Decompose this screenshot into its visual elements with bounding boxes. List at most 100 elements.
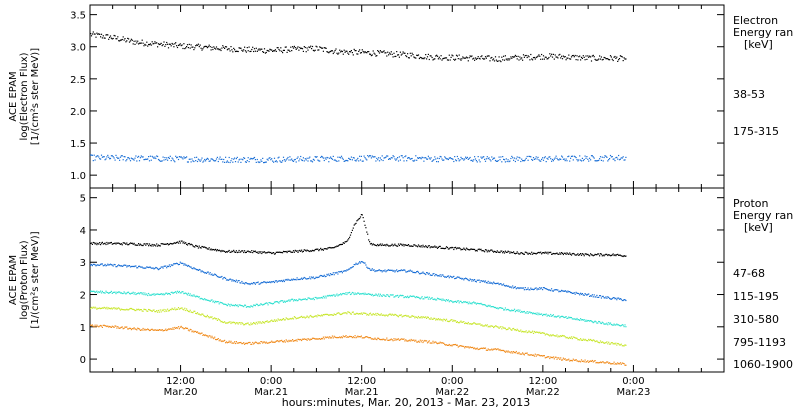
x-tick-time-label: 0:00	[441, 376, 463, 387]
data-point	[186, 156, 188, 158]
data-point	[211, 299, 213, 301]
data-point	[332, 294, 334, 296]
data-point	[557, 357, 559, 359]
data-point	[224, 339, 226, 341]
data-point	[516, 251, 518, 253]
data-point	[340, 155, 343, 157]
data-point	[174, 326, 176, 329]
data-point	[383, 244, 385, 246]
data-point	[306, 339, 308, 341]
data-point	[479, 303, 481, 305]
data-point	[432, 298, 434, 300]
data-point	[236, 304, 238, 306]
data-point	[326, 295, 328, 297]
data-point	[474, 156, 476, 158]
data-point	[159, 329, 161, 331]
data-point	[527, 312, 529, 314]
data-point	[543, 355, 545, 357]
data-point	[497, 308, 499, 310]
data-point	[153, 42, 155, 45]
data-point	[398, 156, 400, 158]
data-point	[154, 244, 156, 246]
y-axis-label: [1/(cm²s ster MeV)]	[30, 231, 41, 328]
data-point	[513, 287, 515, 289]
data-point	[337, 156, 339, 158]
data-point	[172, 308, 174, 310]
data-point	[128, 41, 131, 43]
data-point	[521, 287, 523, 289]
data-point	[315, 156, 317, 158]
data-point	[144, 328, 146, 330]
data-point	[255, 321, 257, 323]
data-point	[402, 157, 404, 159]
data-point	[610, 323, 612, 326]
data-point	[417, 315, 420, 318]
data-point	[163, 308, 165, 311]
data-point	[349, 158, 352, 161]
data-point	[373, 313, 375, 316]
data-point	[196, 331, 199, 333]
data-point	[532, 330, 534, 332]
data-point	[277, 157, 279, 159]
data-point	[147, 328, 149, 330]
data-point	[168, 264, 170, 266]
data-point	[370, 269, 372, 271]
data-point	[528, 252, 530, 254]
data-point	[127, 328, 129, 330]
data-point	[384, 244, 386, 246]
data-point	[551, 56, 554, 58]
data-point	[132, 243, 134, 245]
data-point	[322, 157, 324, 159]
data-point	[610, 254, 612, 257]
data-point	[194, 268, 196, 270]
data-point	[250, 283, 252, 285]
data-point	[220, 276, 222, 278]
data-point	[255, 341, 257, 343]
data-point	[613, 361, 615, 363]
series-38-53	[90, 31, 627, 63]
data-point	[322, 336, 324, 338]
data-point	[442, 247, 444, 249]
data-point	[169, 43, 171, 45]
data-point	[555, 289, 557, 291]
data-point	[611, 58, 613, 60]
data-point	[388, 339, 391, 341]
data-point	[344, 51, 346, 53]
data-point	[548, 156, 550, 158]
data-point	[167, 292, 170, 295]
data-point	[288, 279, 290, 281]
data-point	[430, 297, 432, 299]
data-point	[340, 157, 342, 159]
data-point	[454, 156, 456, 158]
data-point	[213, 300, 215, 302]
data-point	[154, 41, 156, 43]
data-point	[482, 250, 484, 252]
data-point	[422, 271, 424, 273]
data-point	[579, 319, 581, 321]
data-point	[451, 300, 453, 302]
data-point	[543, 313, 545, 316]
data-point	[123, 309, 125, 311]
data-point	[226, 279, 228, 281]
data-point	[533, 252, 535, 254]
data-point	[286, 251, 288, 254]
data-point	[492, 59, 494, 61]
data-point	[249, 251, 251, 253]
data-point	[307, 278, 309, 280]
data-point	[124, 326, 126, 328]
data-point	[560, 316, 562, 318]
data-point	[208, 273, 210, 275]
data-point	[524, 312, 526, 314]
data-point	[431, 56, 433, 59]
data-point	[620, 55, 622, 57]
data-point	[395, 270, 397, 272]
data-point	[321, 337, 323, 340]
data-point	[562, 253, 564, 256]
data-point	[340, 313, 342, 316]
data-point	[573, 336, 575, 338]
data-point	[545, 288, 547, 290]
data-point	[352, 311, 354, 313]
data-point	[302, 50, 304, 52]
data-point	[246, 343, 248, 345]
data-point	[612, 253, 614, 255]
